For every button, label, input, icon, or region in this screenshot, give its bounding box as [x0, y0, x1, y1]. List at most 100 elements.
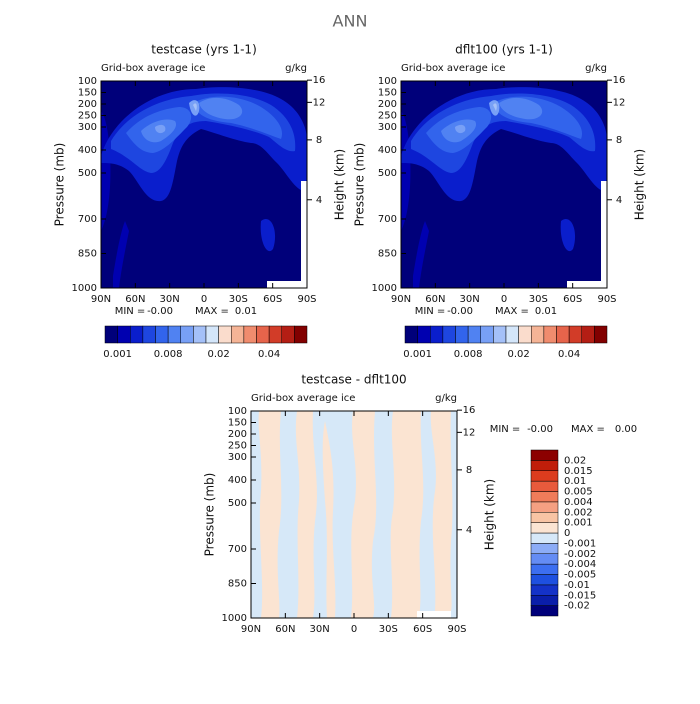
contour-field [251, 411, 457, 618]
y2-tick-label: 8 [466, 465, 472, 476]
y-tick-label: 250 [228, 441, 247, 452]
stat-min-label: MIN = [490, 424, 521, 435]
colorbar-label: 0.04 [258, 349, 280, 360]
colorbar-box [404, 325, 418, 344]
colorbar-label: -0.004 [564, 559, 596, 570]
x-tick-label: 90S [297, 294, 316, 305]
x-tick-label: 0 [351, 624, 357, 635]
x-tick-label: 0 [201, 294, 207, 305]
colorbar-label: 0.001 [103, 349, 132, 360]
contour-field [101, 81, 307, 288]
colorbar-label: -0.01 [564, 580, 590, 591]
colorbar-label: 0.015 [564, 466, 593, 477]
y-tick-label: 200 [378, 99, 397, 110]
colorbar-label: 0.005 [564, 487, 593, 498]
colorbar-label: -0.001 [564, 538, 596, 549]
colorbar-box [480, 325, 494, 344]
panel-title: testcase (yrs 1-1) [151, 43, 257, 57]
colorbar-box [568, 325, 582, 344]
colorbar-box [231, 325, 245, 344]
colorbar-label: 0.02 [564, 455, 586, 466]
colorbar-box [281, 325, 295, 344]
colorbar-box [530, 605, 559, 617]
y-tick-label: 400 [228, 475, 247, 486]
y-tick-label: 850 [228, 579, 247, 590]
x-tick-label: 30N [460, 294, 480, 305]
y-tick-label: 100 [228, 406, 247, 417]
colorbar-label: 0.002 [564, 507, 593, 518]
colorbar-label: 0 [564, 528, 570, 539]
y-tick-label: 700 [228, 544, 247, 555]
colorbar-box [530, 512, 559, 523]
x-tick-label: 60S [563, 294, 582, 305]
colorbar-box [530, 522, 559, 534]
stat-max: 0.01 [535, 306, 557, 317]
y-tick-label: 850 [378, 249, 397, 260]
colorbar-box [530, 491, 559, 503]
colorbar-box [142, 325, 156, 344]
colorbar-label: -0.002 [564, 549, 596, 560]
colorbar-box [531, 325, 545, 344]
colorbar-box [117, 325, 131, 344]
colorbar-label: 0.008 [154, 349, 183, 360]
x-tick-label: 90N [391, 294, 411, 305]
colorbar-box [193, 325, 207, 344]
x-tick-label: 90N [91, 294, 111, 305]
colorbar-box [268, 325, 282, 344]
colorbar-box [530, 460, 559, 471]
y-tick-label: 250 [378, 111, 397, 122]
colorbar-label: -0.02 [564, 601, 590, 612]
colorbar-box [430, 325, 444, 344]
x-tick-label: 30N [160, 294, 180, 305]
y-axis-label: Pressure (mb) [53, 143, 67, 227]
colorbar-box [493, 325, 507, 344]
y-tick-label: 200 [78, 99, 97, 110]
colorbar-label: -0.005 [564, 570, 596, 581]
y-tick-label: 700 [78, 214, 97, 225]
x-tick-label: 60S [413, 624, 432, 635]
colorbar-box [256, 325, 270, 344]
stat-max: 0.00 [615, 424, 637, 435]
y2-tick-label: 16 [613, 75, 626, 86]
colorbar-label: 0.02 [207, 349, 229, 360]
colorbar-box [467, 325, 481, 344]
stat-max: 0.01 [235, 306, 257, 317]
colorbar-label: 0.001 [564, 518, 593, 529]
x-tick-label: 60N [275, 624, 295, 635]
y2-tick-label: 4 [466, 525, 472, 536]
y2-tick-label: 8 [316, 135, 322, 146]
y-axis-label: Pressure (mb) [353, 143, 367, 227]
x-tick-label: 90S [447, 624, 466, 635]
y-tick-label: 400 [378, 145, 397, 156]
stat-min: -0.00 [147, 306, 173, 317]
panel-title: dflt100 (yrs 1-1) [455, 43, 553, 57]
colorbar-box [530, 532, 559, 544]
x-tick-label: 30N [310, 624, 330, 635]
y-axis-label: Pressure (mb) [203, 473, 217, 557]
stat-min: -0.00 [527, 424, 553, 435]
y-tick-label: 1000 [72, 283, 97, 294]
colorbar-box [530, 480, 559, 492]
y-tick-label: 1000 [222, 613, 247, 624]
y-tick-label: 700 [378, 214, 397, 225]
colorbar-label: 0.001 [403, 349, 432, 360]
panel-subtitle: Grid-box average ice [401, 63, 505, 74]
y2-axis-label: Height (km) [333, 149, 347, 220]
colorbar-box [417, 325, 431, 344]
colorbar-box [530, 470, 559, 482]
colorbar-box [594, 325, 608, 344]
x-tick-label: 30S [529, 294, 548, 305]
colorbar-box [581, 325, 595, 344]
y-tick-label: 500 [78, 168, 97, 179]
y2-tick-label: 4 [316, 195, 322, 206]
y2-tick-label: 16 [313, 75, 326, 86]
colorbar-label: 0.008 [454, 349, 483, 360]
stat-min: -0.00 [447, 306, 473, 317]
colorbar-box [518, 325, 532, 344]
y-tick-label: 250 [78, 111, 97, 122]
colorbar-label: -0.015 [564, 590, 596, 601]
colorbar-label: 0.04 [558, 349, 580, 360]
colorbar-box [530, 574, 559, 586]
y-tick-label: 200 [228, 429, 247, 440]
